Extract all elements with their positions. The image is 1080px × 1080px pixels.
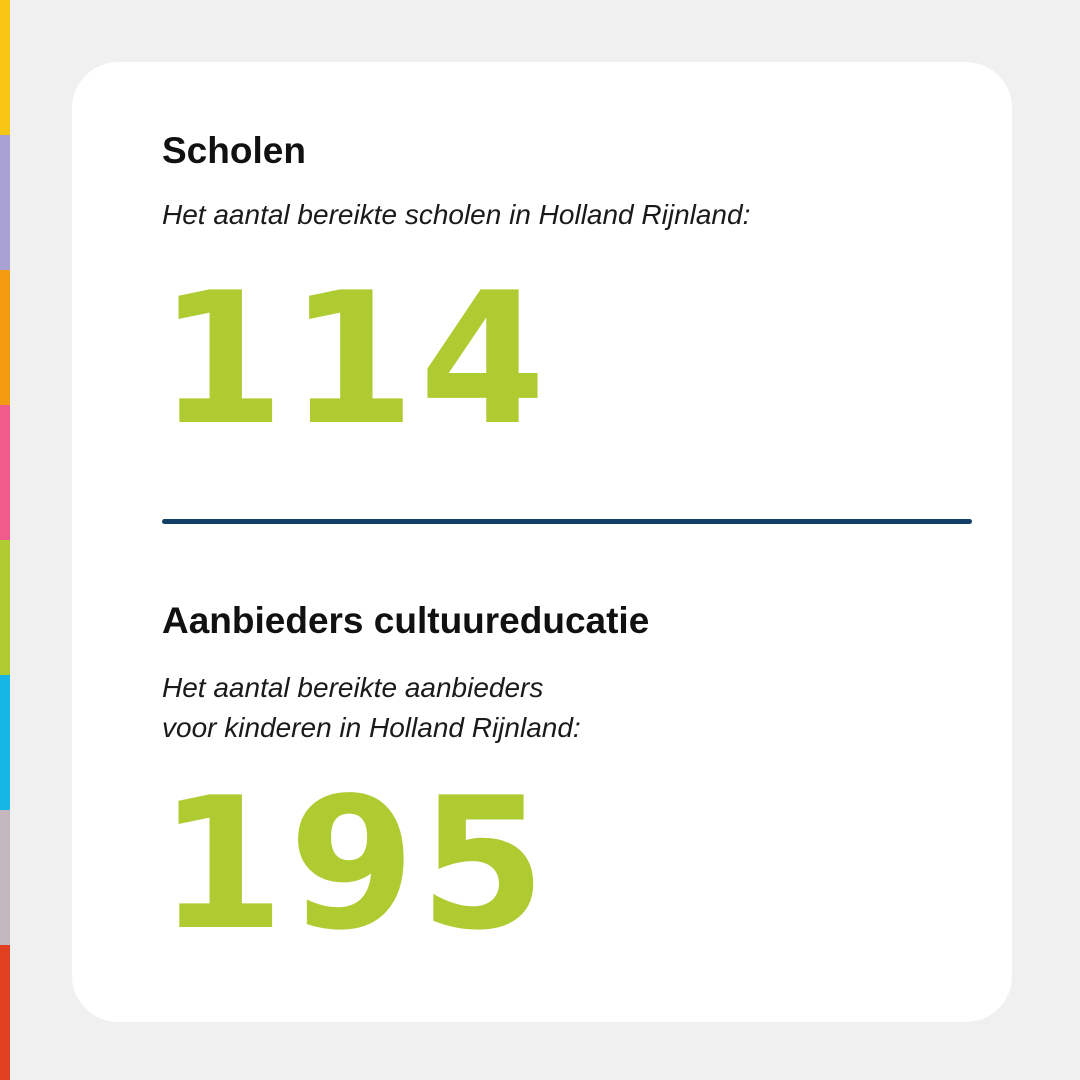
color-strip xyxy=(0,0,10,1080)
strip-segment xyxy=(0,0,10,135)
strip-segment xyxy=(0,540,10,675)
section-title: Aanbieders cultuureducatie xyxy=(162,600,650,641)
stat-number: 114 xyxy=(158,253,550,465)
strip-segment xyxy=(0,810,10,945)
description-line: voor kinderen in Holland Rijnland: xyxy=(162,712,581,743)
description-line: Het aantal bereikte scholen in Holland R… xyxy=(162,199,751,230)
strip-segment xyxy=(0,135,10,270)
section-title: Scholen xyxy=(162,130,306,171)
strip-segment xyxy=(0,675,10,810)
strip-segment xyxy=(0,405,10,540)
section-description: Het aantal bereikte scholen in Holland R… xyxy=(162,195,750,235)
section-description: Het aantal bereikte aanbieders voor kind… xyxy=(162,668,581,748)
divider xyxy=(162,519,972,524)
strip-segment xyxy=(0,270,10,405)
strip-segment xyxy=(0,945,10,1080)
card: Scholen Het aantal bereikte scholen in H… xyxy=(72,62,1012,1022)
description-line: Het aantal bereikte aanbieders xyxy=(162,672,544,703)
stat-number: 195 xyxy=(158,758,550,970)
